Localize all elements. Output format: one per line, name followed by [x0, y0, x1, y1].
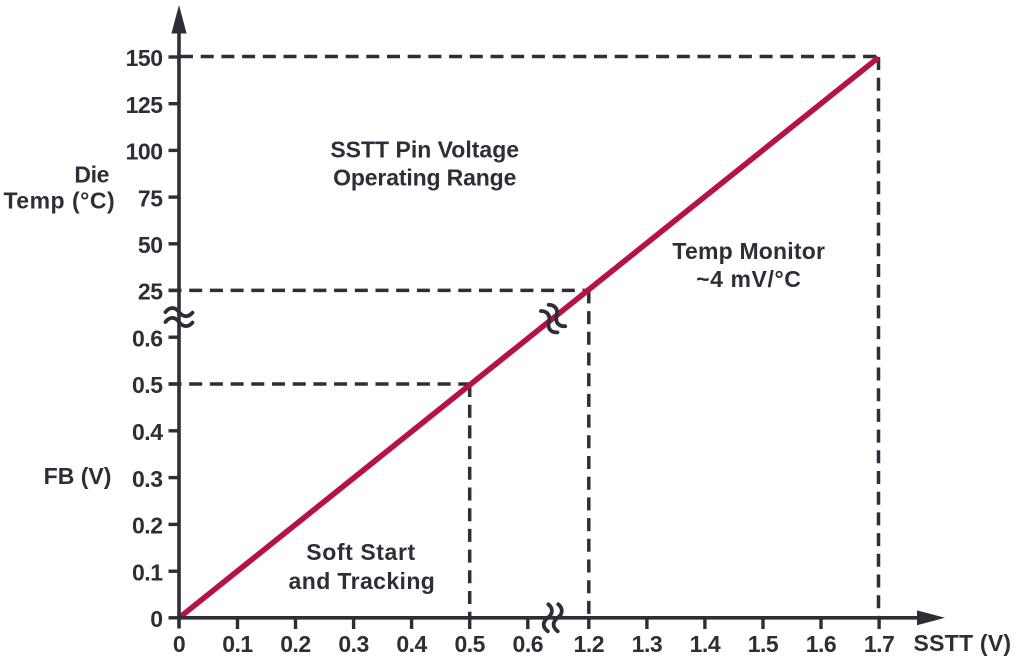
svg-text:125: 125 — [126, 92, 164, 118]
svg-text:Temp Monitor: Temp Monitor — [672, 238, 825, 264]
svg-text:0.1: 0.1 — [132, 559, 163, 585]
svg-text:and Tracking: and Tracking — [289, 568, 436, 594]
svg-text:Operating Range: Operating Range — [333, 165, 516, 191]
svg-text:0.1: 0.1 — [222, 631, 253, 657]
svg-text:0.3: 0.3 — [132, 466, 162, 492]
svg-text:0.3: 0.3 — [338, 631, 368, 657]
svg-text:1.6: 1.6 — [806, 631, 836, 657]
svg-text:1.7: 1.7 — [864, 631, 894, 657]
svg-text:25: 25 — [138, 279, 163, 305]
svg-text:1.5: 1.5 — [748, 631, 779, 657]
svg-text:0: 0 — [173, 631, 185, 657]
svg-text:0.6: 0.6 — [132, 325, 162, 351]
svg-text:0.5: 0.5 — [132, 372, 163, 398]
svg-text:0.4: 0.4 — [132, 419, 163, 445]
svg-text:100: 100 — [126, 139, 163, 165]
svg-text:0.2: 0.2 — [132, 513, 162, 539]
svg-text:~4 mV/°C: ~4 mV/°C — [696, 266, 801, 292]
svg-text:1.3: 1.3 — [632, 631, 662, 657]
svg-text:50: 50 — [138, 232, 163, 258]
svg-text:1.4: 1.4 — [690, 631, 721, 657]
svg-text:0: 0 — [150, 606, 162, 632]
svg-text:0.2: 0.2 — [280, 631, 310, 657]
svg-text:FB (V): FB (V) — [44, 463, 112, 489]
svg-text:0.6: 0.6 — [513, 631, 543, 657]
svg-text:1.2: 1.2 — [574, 631, 604, 657]
svg-text:SSTT Pin Voltage: SSTT Pin Voltage — [330, 136, 519, 162]
svg-text:75: 75 — [138, 185, 163, 211]
svg-text:150: 150 — [126, 45, 163, 71]
svg-text:Temp (°C): Temp (°C) — [3, 188, 115, 214]
svg-text:SSTT (V): SSTT (V) — [914, 630, 1012, 656]
svg-text:Soft Start: Soft Start — [306, 539, 416, 565]
svg-text:Die: Die — [74, 161, 109, 187]
svg-text:0.4: 0.4 — [396, 631, 427, 657]
svg-text:0.5: 0.5 — [454, 631, 485, 657]
